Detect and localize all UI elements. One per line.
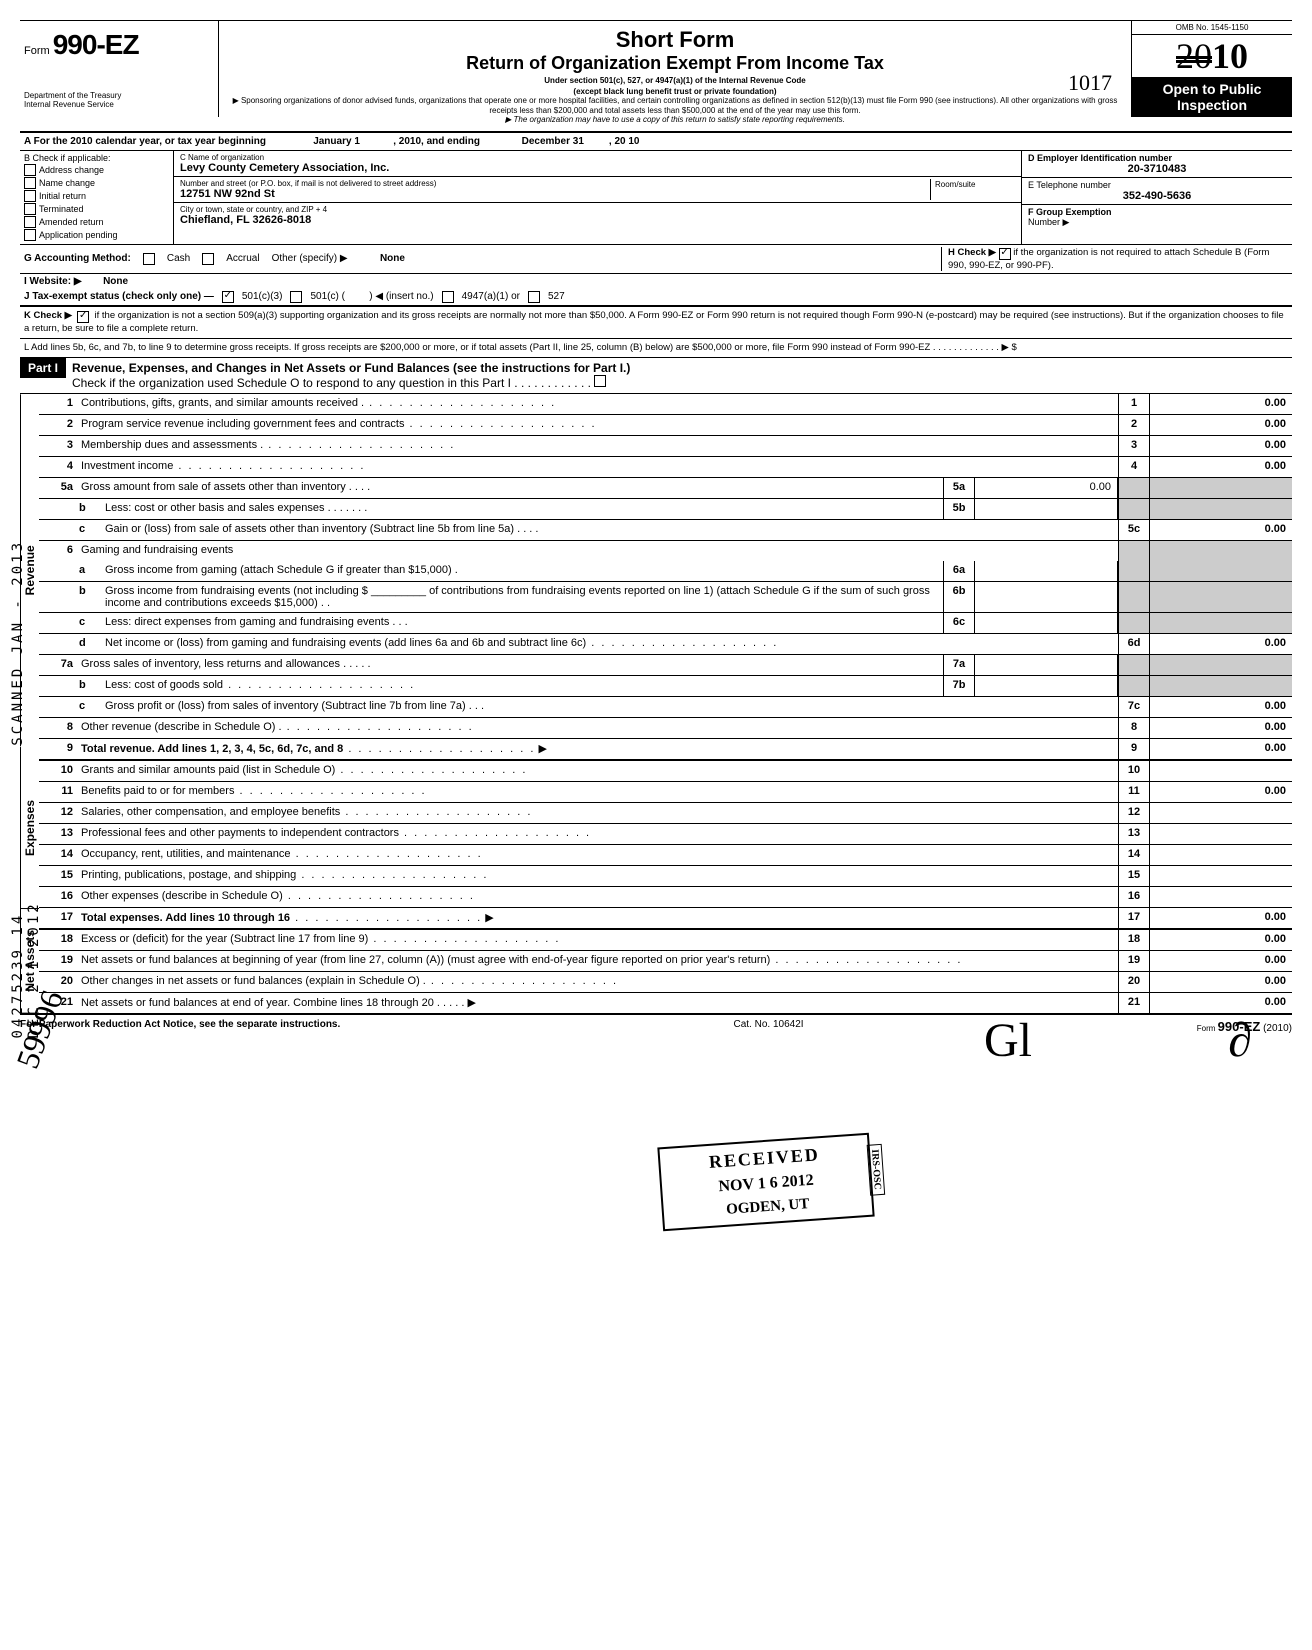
handwritten-1017: 1017 xyxy=(1068,70,1112,96)
row-k: K Check ▶ if the organization is not a s… xyxy=(20,307,1292,339)
received-stamp: RECEIVED NOV 1 6 2012 OGDEN, UT IRS-OSC xyxy=(657,1133,874,1232)
phone: 352-490-5636 xyxy=(1028,190,1286,202)
form-prefix: Form xyxy=(24,45,50,57)
checkbox-527[interactable] xyxy=(528,291,540,303)
dept-treasury: Department of the Treasury xyxy=(24,91,214,100)
checkbox-terminated[interactable] xyxy=(24,203,36,215)
return-title: Return of Organization Exempt From Incom… xyxy=(223,53,1127,74)
subtitle-1: Under section 501(c), 527, or 4947(a)(1)… xyxy=(223,76,1127,85)
row-a-tax-year: A For the 2010 calendar year, or tax yea… xyxy=(20,133,1292,151)
subtitle-4: ▶ The organization may have to use a cop… xyxy=(223,115,1127,125)
label-expenses: Expenses xyxy=(20,747,39,909)
col-de: D Employer Identification number 20-3710… xyxy=(1021,151,1292,244)
checkbox-part1-schedO[interactable] xyxy=(594,375,606,387)
org-city: Chiefland, FL 32626-8018 xyxy=(180,214,1015,226)
label-revenue: Revenue xyxy=(20,394,39,746)
checkbox-cash[interactable] xyxy=(143,253,155,265)
subtitle-3: ▶ Sponsoring organizations of donor advi… xyxy=(223,96,1127,115)
open-public-2: Inspection xyxy=(1136,97,1288,113)
part1-table: Revenue Expenses Net Assets 1Contributio… xyxy=(20,394,1292,1015)
omb-number: OMB No. 1545-1150 xyxy=(1132,21,1292,35)
col-b-checkboxes: B Check if applicable: Address change Na… xyxy=(20,151,174,244)
form-number: 990-EZ xyxy=(53,29,139,60)
row-l: L Add lines 5b, 6c, and 7b, to line 9 to… xyxy=(20,339,1292,358)
section-bcdef: B Check if applicable: Address change Na… xyxy=(20,151,1292,245)
checkbox-4947[interactable] xyxy=(442,291,454,303)
org-street: 12751 NW 92nd St xyxy=(180,188,930,200)
checkbox-501c3[interactable] xyxy=(222,291,234,303)
col-c-org-info: C Name of organization Levy County Cemet… xyxy=(174,151,1021,244)
checkbox-address-change[interactable] xyxy=(24,164,36,176)
open-public-1: Open to Public xyxy=(1136,81,1288,97)
page-footer: For Paperwork Reduction Act Notice, see … xyxy=(20,1015,1292,1038)
part1-header: Part I Revenue, Expenses, and Changes in… xyxy=(20,358,1292,394)
org-name: Levy County Cemetery Association, Inc. xyxy=(180,162,1015,174)
form-header: Form 990-EZ Department of the Treasury I… xyxy=(20,20,1292,133)
checkbox-name-change[interactable] xyxy=(24,177,36,189)
checkbox-app-pending[interactable] xyxy=(24,229,36,241)
initials-2: ∂ xyxy=(1228,1013,1252,1068)
subtitle-2: (except black lung benefit trust or priv… xyxy=(223,87,1127,96)
checkbox-accrual[interactable] xyxy=(202,253,214,265)
rows-ghij: G Accounting Method: Cash Accrual Other … xyxy=(20,245,1292,307)
label-netassets: Net Assets xyxy=(20,909,39,1014)
initials-1: Gl xyxy=(984,1013,1032,1068)
checkbox-501c[interactable] xyxy=(290,291,302,303)
checkbox-initial-return[interactable] xyxy=(24,190,36,202)
checkbox-amended[interactable] xyxy=(24,216,36,228)
checkbox-k[interactable] xyxy=(77,311,89,323)
short-form-title: Short Form xyxy=(223,27,1127,53)
tax-year: 2010 xyxy=(1132,35,1292,77)
checkbox-h[interactable] xyxy=(999,248,1011,260)
dept-irs: Internal Revenue Service xyxy=(24,100,214,109)
ein: 20-3710483 xyxy=(1028,163,1286,175)
